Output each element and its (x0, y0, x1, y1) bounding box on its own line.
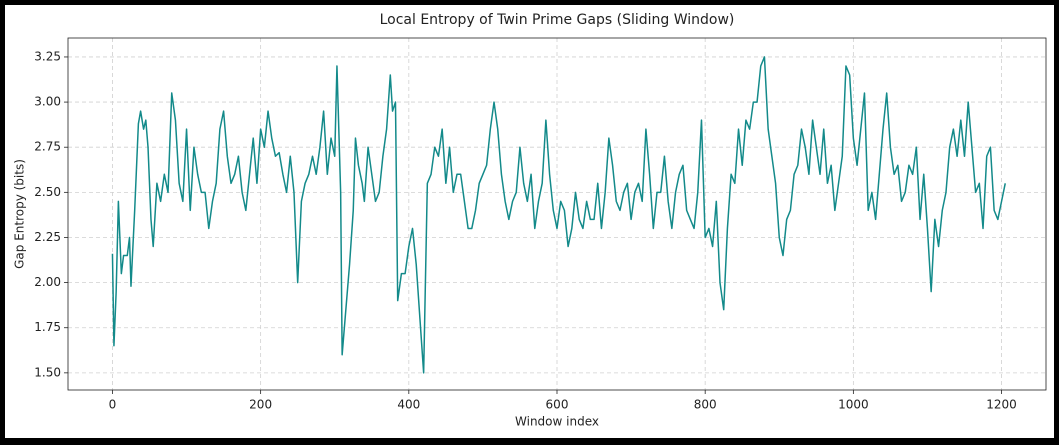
x-tick-label: 600 (546, 398, 569, 412)
data-line (111, 56, 1006, 374)
x-tick-label: 800 (694, 398, 717, 412)
y-tick-label: 3.00 (34, 95, 61, 109)
x-tick-label: 400 (397, 398, 420, 412)
y-tick-label: 2.25 (34, 230, 61, 244)
y-tick-label: 3.25 (34, 49, 61, 63)
y-tick-label: 1.50 (34, 365, 61, 379)
plot-frame (67, 37, 1047, 391)
chart-title: Local Entropy of Twin Prime Gaps (Slidin… (380, 12, 735, 28)
y-tick-label: 2.50 (34, 185, 61, 199)
y-axis-label: Gap Entropy (bits) (13, 159, 27, 269)
x-axis-label: Window index (515, 415, 599, 429)
y-tick-label: 2.75 (34, 140, 61, 154)
y-tick-label: 1.75 (34, 320, 61, 334)
x-tick-label: 1200 (986, 398, 1017, 412)
x-tick-label: 200 (249, 398, 272, 412)
panel (5, 5, 1054, 438)
x-tick-label: 0 (109, 398, 117, 412)
y-tick-label: 2.00 (34, 275, 61, 289)
x-tick-label: 1000 (838, 398, 869, 412)
